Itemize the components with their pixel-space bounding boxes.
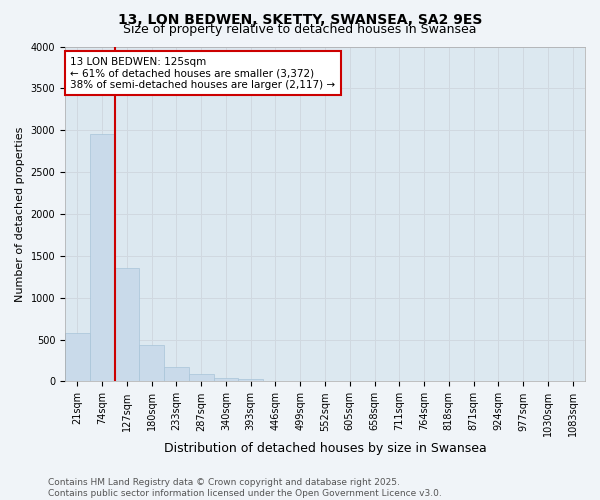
Text: Contains HM Land Registry data © Crown copyright and database right 2025.
Contai: Contains HM Land Registry data © Crown c… — [48, 478, 442, 498]
Text: 13 LON BEDWEN: 125sqm
← 61% of detached houses are smaller (3,372)
38% of semi-d: 13 LON BEDWEN: 125sqm ← 61% of detached … — [70, 56, 335, 90]
Bar — [214, 378, 238, 382]
Bar — [238, 379, 263, 382]
X-axis label: Distribution of detached houses by size in Swansea: Distribution of detached houses by size … — [164, 442, 487, 455]
Bar — [115, 268, 139, 382]
Bar — [139, 346, 164, 382]
Text: 13, LON BEDWEN, SKETTY, SWANSEA, SA2 9ES: 13, LON BEDWEN, SKETTY, SWANSEA, SA2 9ES — [118, 12, 482, 26]
Bar — [90, 134, 115, 382]
Y-axis label: Number of detached properties: Number of detached properties — [15, 126, 25, 302]
Text: Size of property relative to detached houses in Swansea: Size of property relative to detached ho… — [123, 22, 477, 36]
Bar — [65, 333, 90, 382]
Bar — [164, 367, 189, 382]
Bar — [189, 374, 214, 382]
